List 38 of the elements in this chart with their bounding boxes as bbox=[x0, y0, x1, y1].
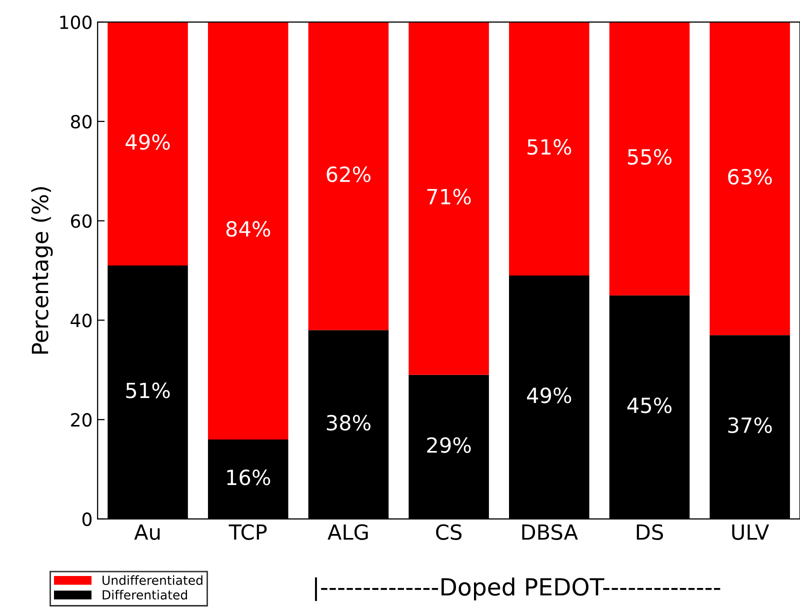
x-tick-label: DBSA bbox=[522, 524, 578, 540]
data-label: 16% bbox=[227, 470, 270, 486]
bar bbox=[509, 22, 590, 276]
x-tick-label: TCP bbox=[228, 524, 267, 540]
x-tick-label: ALG bbox=[328, 524, 368, 540]
x-tick-label: DS bbox=[636, 524, 663, 540]
data-label: 29% bbox=[427, 437, 471, 453]
legend-label: Differentiated bbox=[102, 590, 187, 600]
bar bbox=[308, 22, 389, 330]
y-tick-label: 100 bbox=[60, 15, 92, 30]
y-axis-title: Percentage (%) bbox=[31, 187, 53, 354]
x-tick-label: CS bbox=[436, 524, 462, 540]
data-label: 51% bbox=[528, 139, 572, 155]
bar bbox=[609, 22, 690, 296]
text: |--------------Doped PEDOT-------------- bbox=[315, 577, 720, 601]
legend-label: Undifferentiated bbox=[102, 575, 202, 585]
bar bbox=[108, 22, 188, 266]
x-tick-label: ULV bbox=[732, 524, 770, 540]
y-tick-label: 20 bbox=[71, 413, 92, 427]
y-tick-label: 80 bbox=[70, 114, 92, 129]
data-label: 63% bbox=[728, 168, 772, 185]
data-label: 62% bbox=[326, 166, 370, 182]
data-label: 49% bbox=[527, 388, 572, 404]
y-tick-label: 60 bbox=[71, 214, 92, 228]
x-tick-label: Au bbox=[134, 524, 160, 540]
data-label: 55% bbox=[628, 148, 672, 165]
data-label: 71% bbox=[427, 188, 471, 204]
y-tick-label: 40 bbox=[70, 314, 92, 328]
data-label: 84% bbox=[226, 221, 270, 237]
data-label: 38% bbox=[326, 414, 370, 431]
bar bbox=[408, 22, 489, 375]
y-tick-label: 0 bbox=[82, 512, 92, 526]
bar bbox=[208, 22, 288, 440]
bar bbox=[710, 22, 790, 336]
data-label: 51% bbox=[126, 382, 170, 398]
data-label: 45% bbox=[627, 397, 672, 414]
data-label: 49% bbox=[126, 134, 170, 150]
data-label: 37% bbox=[728, 417, 772, 434]
